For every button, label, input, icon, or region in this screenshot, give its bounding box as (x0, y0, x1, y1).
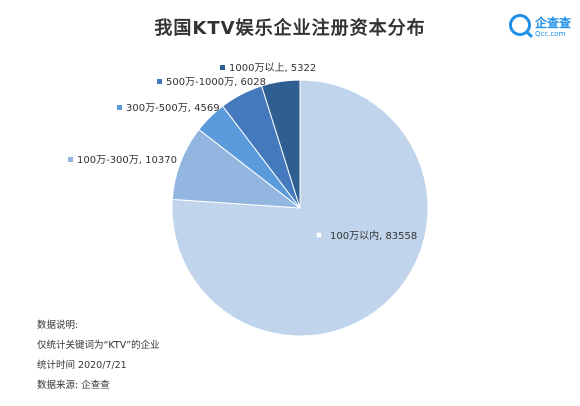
notes-line-source: 数据来源: 企查查 (37, 380, 110, 391)
pie-slice-100-300 (171, 128, 302, 209)
data-label-500-1000: 500万-1000万, 6028 (166, 77, 266, 88)
data-label-300-500: 300万-500万, 4569 (126, 103, 220, 114)
pie-label-500-1000: 500万-1000万, 6028 (157, 77, 266, 88)
legend-key-gt1000 (220, 65, 225, 70)
logo-sub: Qcc.com (535, 30, 566, 38)
pie-label-300-500: 300万-500万, 4569 (117, 103, 220, 114)
chart-title: 我国KTV娱乐企业注册资本分布 (154, 18, 426, 39)
legend-key-300-500 (117, 105, 122, 110)
pie-slice-gt1000 (261, 79, 301, 209)
data-notes: 数据说明: 仅统计关键词为“KTV”的企业 统计时间 2020/7/21 数据来… (37, 316, 160, 396)
data-label-lt100: 100万以内, 83558 (330, 229, 417, 242)
notes-line-keyword: 仅统计关键词为“KTV”的企业 (37, 340, 160, 351)
data-label-gt1000: 1000万以上, 5322 (229, 62, 316, 74)
data-label-100-300: 100万-300万, 10370 (77, 155, 177, 166)
legend-key-100-300 (68, 157, 73, 162)
magnifier-icon (509, 14, 531, 36)
qcc-logo: 企查查 Qcc.com (509, 12, 572, 44)
logo-name: 企查查 (535, 16, 572, 30)
pie-label-100-300: 100万-300万, 10370 (68, 155, 177, 166)
pie-label-lt100: 100万以内, 83558 (315, 229, 417, 242)
notes-line-date: 统计时间 2020/7/21 (37, 360, 127, 371)
pie-slice-lt100 (171, 79, 429, 337)
legend-key-lt100 (315, 231, 323, 239)
pie-label-gt1000: 1000万以上, 5322 (220, 62, 316, 74)
legend-key-500-1000 (157, 79, 162, 84)
notes-heading: 数据说明: (37, 320, 79, 331)
